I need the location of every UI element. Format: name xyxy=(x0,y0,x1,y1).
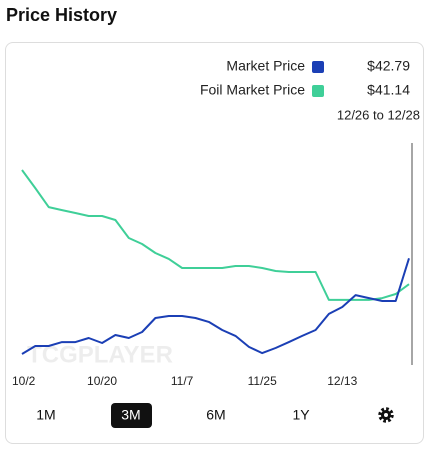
legend-label: Market Price xyxy=(226,58,305,74)
settings-button[interactable] xyxy=(378,407,394,423)
range-button-label: 3M xyxy=(121,407,140,423)
legend-price: $42.79 xyxy=(367,58,410,74)
legend-swatch xyxy=(312,61,324,73)
range-button-label: 6M xyxy=(206,407,225,423)
range-button[interactable]: 3M xyxy=(111,403,152,428)
range-button-label: 1M xyxy=(36,407,55,423)
range-button-label: 1Y xyxy=(292,407,310,423)
x-tick-label: 10/2 xyxy=(12,374,36,388)
legend-swatch xyxy=(312,85,324,97)
range-button-bg xyxy=(111,403,152,428)
x-tick-label: 12/13 xyxy=(327,374,357,388)
date-range: 12/26 to 12/28 xyxy=(337,107,420,122)
legend-label: Foil Market Price xyxy=(200,82,305,98)
legend-price: $41.14 xyxy=(367,82,410,98)
x-tick-label: 11/25 xyxy=(248,374,277,388)
price-line xyxy=(21,258,410,355)
gear-hole xyxy=(384,413,388,417)
price-line xyxy=(21,169,410,301)
range-button[interactable]: 1Y xyxy=(292,407,310,423)
range-button[interactable]: 6M xyxy=(206,407,225,423)
section-title: Price History xyxy=(6,5,118,25)
range-button[interactable]: 1M xyxy=(36,407,55,423)
x-tick-label: 11/7 xyxy=(171,374,194,388)
price-card xyxy=(5,42,424,444)
gear-teeth xyxy=(378,407,394,423)
x-tick-label: 10/20 xyxy=(87,374,117,388)
